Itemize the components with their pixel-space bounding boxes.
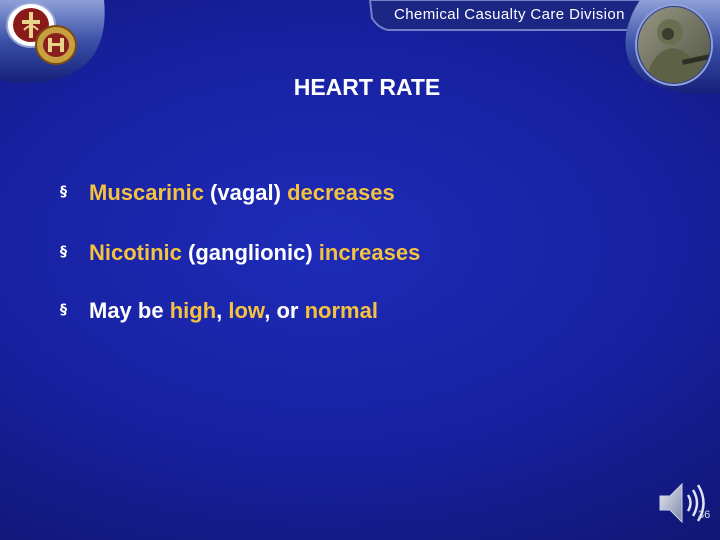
bullet-term: Nicotinic — [89, 240, 182, 265]
square-bullet-icon: § — [60, 244, 67, 260]
bullet-option-normal: normal — [304, 298, 378, 323]
slide-title: HEART RATE — [293, 74, 441, 100]
bullet-separator: , — [216, 298, 229, 323]
bullet-text: Nicotinic (ganglionic) increases — [89, 240, 420, 266]
square-bullet-icon: § — [60, 302, 67, 318]
page-number: 36 — [698, 509, 711, 521]
bullet-text: May be high, low, or normal — [89, 298, 378, 324]
bullet-effect: increases — [318, 240, 421, 265]
bullet-lead: May be — [89, 298, 170, 323]
unit-crest-icon — [35, 25, 77, 65]
bullet-term: Muscarinic — [89, 180, 204, 205]
square-bullet-icon: § — [60, 184, 67, 200]
bullet-option-low: low — [228, 298, 265, 323]
bullet-qualifier: (ganglionic) — [181, 240, 319, 265]
soldier-photo-icon — [635, 4, 713, 86]
top-band — [368, 0, 643, 31]
division-label: Chemical Casualty Care Division — [394, 6, 625, 23]
bullet-text: Muscarinic (vagal) decreases — [89, 180, 395, 206]
bullet-effect: decreases — [287, 180, 395, 205]
speaker-icon[interactable] — [656, 478, 710, 528]
bullet-separator: , or — [264, 298, 305, 323]
medical-department-crest-icon — [6, 2, 56, 48]
bullet-option-high: high — [169, 298, 217, 323]
bullet-qualifier: (vagal) — [203, 180, 288, 205]
